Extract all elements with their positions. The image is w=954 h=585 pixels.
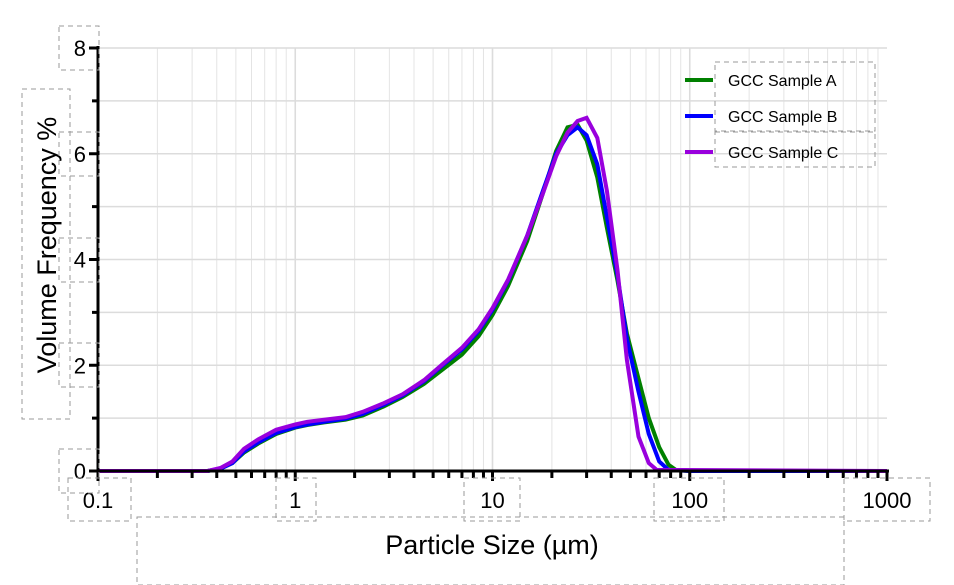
series-line-gcc-sample-c (98, 115, 888, 473)
grid-lines (97, 47, 887, 471)
y-tick-label: 8 (74, 36, 86, 61)
y-tick-label: 6 (74, 142, 86, 167)
x-tick-label: 1000 (863, 488, 912, 513)
y-tick-label: 0 (74, 459, 86, 484)
y-axis-title: Volume Frequency % (32, 117, 62, 374)
tick-labels: 0 2 4 6 8 0.1 1 10 100 1000 (74, 36, 912, 513)
series-lines (98, 115, 888, 473)
x-tick-label: 0.1 (83, 488, 114, 513)
y-tick-label: 4 (74, 248, 86, 273)
dashed-label-boxes (21, 25, 931, 585)
x-axis-title: Particle Size (µm) (385, 530, 599, 560)
legend-label: GCC Sample A (728, 73, 837, 90)
x-tick-label: 1 (289, 488, 301, 513)
legend-label: GCC Sample B (728, 109, 837, 126)
legend-label: GCC Sample C (728, 145, 838, 162)
y-tick-label: 2 (74, 353, 86, 378)
legend: GCC Sample A GCC Sample B GCC Sample C (685, 73, 838, 162)
axes (89, 46, 889, 481)
x-tick-label: 100 (671, 488, 708, 513)
x-tick-label: 10 (480, 488, 504, 513)
